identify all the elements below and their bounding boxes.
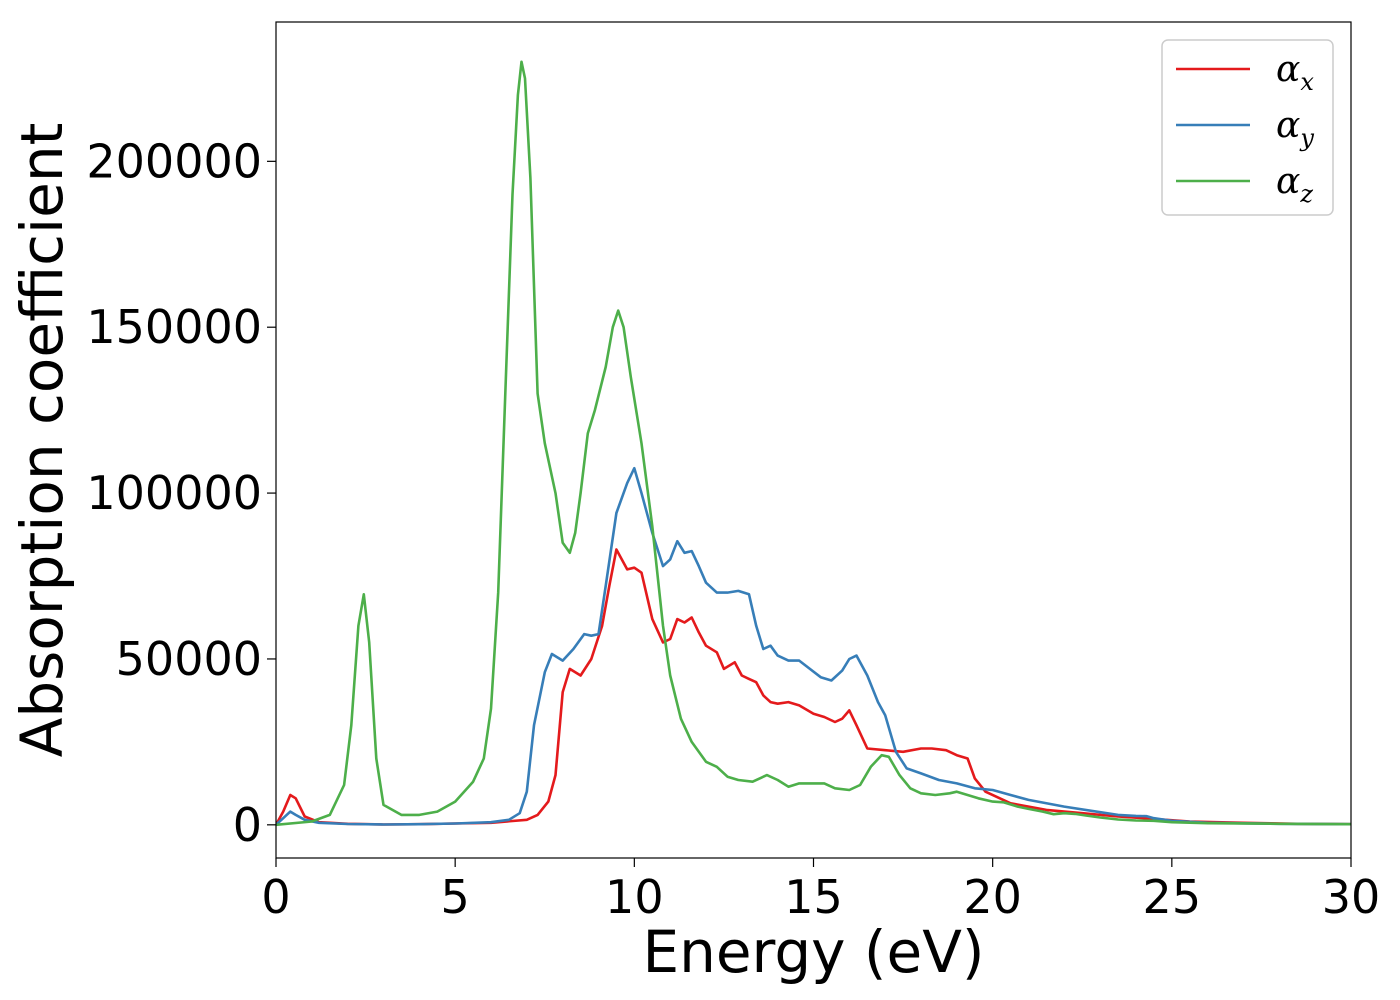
y-tick-label: 200000 bbox=[86, 134, 262, 188]
legend-subscript: y bbox=[1299, 124, 1314, 152]
legend-label-y: αy bbox=[1276, 105, 1314, 152]
x-tick-label: 5 bbox=[441, 870, 470, 924]
series-line-alpha-z bbox=[276, 60, 1351, 827]
x-axis-title: Energy (eV) bbox=[642, 918, 984, 986]
y-axis: 0 50000 100000 150000 200000 bbox=[86, 134, 276, 852]
legend-subscript: z bbox=[1299, 180, 1313, 208]
legend-box bbox=[1161, 39, 1334, 216]
x-tick-label: 15 bbox=[784, 870, 843, 924]
y-tick-label: 0 bbox=[233, 798, 262, 852]
y-tick-label: 50000 bbox=[116, 632, 262, 686]
x-tick-label: 0 bbox=[261, 870, 290, 924]
series-line-alpha-y bbox=[276, 466, 1351, 827]
y-tick-label: 100000 bbox=[86, 466, 262, 520]
x-tick-label: 25 bbox=[1143, 870, 1202, 924]
series-line-alpha-x bbox=[276, 548, 1351, 827]
series-layer bbox=[276, 60, 1351, 827]
legend-subscript: x bbox=[1300, 68, 1314, 96]
y-tick-label: 150000 bbox=[86, 300, 262, 354]
x-tick-label: 30 bbox=[1322, 870, 1381, 924]
legend-label-x: αx bbox=[1276, 49, 1314, 96]
x-tick-label: 10 bbox=[605, 870, 664, 924]
x-axis: 0 5 10 15 20 25 30 bbox=[261, 858, 1380, 924]
x-tick-label: 20 bbox=[963, 870, 1022, 924]
y-axis-title: Absorption coefficient bbox=[8, 123, 76, 758]
